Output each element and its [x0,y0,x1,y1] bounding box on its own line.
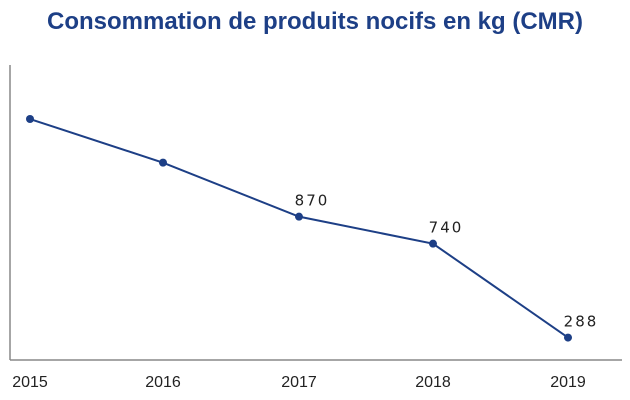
x-tick-label-2016: 2016 [145,374,181,391]
chart-title: Consommation de produits nocifs en kg (C… [46,8,583,35]
series-layer [26,115,572,342]
x-axis-tick-labels: 2015 2016 2017 2018 2019 [12,374,586,391]
data-point-2019 [564,333,572,342]
data-labels: 870 740 288 [295,192,599,331]
data-point-2017 [295,212,303,221]
data-point-2018 [429,239,437,248]
x-tick-label-2015: 2015 [12,374,48,391]
data-point-2015 [26,115,34,124]
x-tick-label-2019: 2019 [550,374,586,391]
data-label-2018: 740 [429,219,464,237]
data-point-2016 [159,158,167,167]
data-label-2019: 288 [564,313,599,331]
series-line-0 [29,118,569,339]
x-tick-label-2018: 2018 [415,374,451,391]
x-tick-label-2017: 2017 [281,374,317,391]
data-label-2017: 870 [295,192,330,210]
